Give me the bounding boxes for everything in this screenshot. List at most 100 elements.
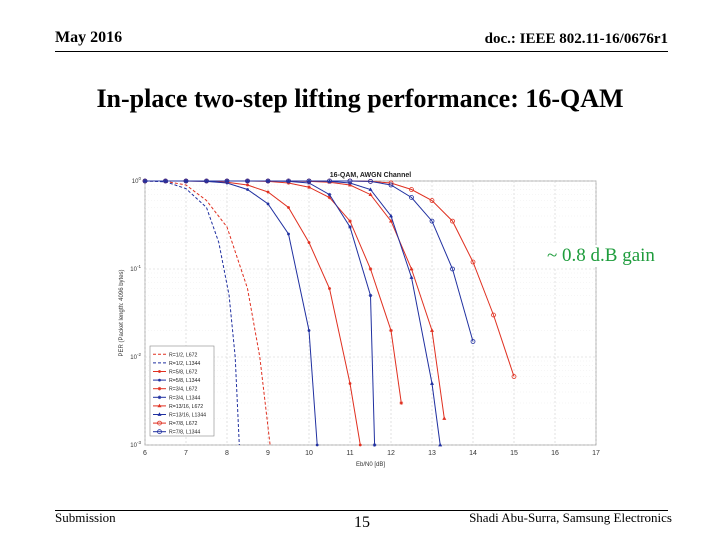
series-9-point: [429, 198, 435, 203]
x-tick-label: 7: [184, 450, 188, 457]
per-chart: 6 7 8 9 10 11 12 13 14 15 16 17 100 10-1 10-2 10-3 16-QA…: [119, 172, 600, 468]
slide-title: In-place two-step lifting performance: 1…: [96, 84, 624, 113]
header-rule: [55, 51, 668, 52]
x-tick-label: 6: [143, 450, 147, 457]
series-5-point: [327, 195, 332, 200]
series-5-point: [399, 401, 404, 405]
gain-annotation: ~ 0.8 d.B gain: [546, 245, 656, 267]
series-10-point: [368, 178, 373, 184]
legend-marker: [157, 420, 162, 426]
series-8-point: [430, 381, 434, 385]
series-8-point: [389, 213, 393, 218]
series-10-point: [163, 178, 168, 184]
series-5-point: [307, 185, 311, 190]
series-4-point: [266, 202, 270, 206]
header-date: May 2016: [55, 29, 123, 46]
series-10-point: [388, 182, 394, 188]
series-6-point: [327, 192, 332, 197]
footer-submission: Submission: [55, 510, 116, 525]
series-8-point: [368, 187, 373, 191]
series-line-2: [144, 180, 240, 446]
legend-marker: [158, 370, 161, 373]
x-tick-label: 10: [305, 450, 313, 457]
y-tick-label: 10-3: [130, 440, 141, 449]
series-4-point: [287, 232, 290, 236]
series-9-point: [450, 218, 455, 224]
legend-box: [149, 345, 215, 437]
series-10-point: [450, 266, 455, 272]
legend-entry-label: R=3/4, L1344: [169, 395, 200, 401]
series-4-point: [307, 329, 311, 332]
legend-marker: [157, 386, 162, 391]
series-3-point: [266, 190, 270, 194]
series-3-point: [287, 206, 290, 209]
series-10-point: [224, 178, 230, 184]
series-10-point: [409, 195, 414, 200]
header-doc-id: doc.: IEEE 802.11-16/0676r1: [484, 31, 668, 47]
legend-entry-label: R=7/8, L1344: [169, 430, 200, 436]
x-tick-label: 9: [266, 450, 270, 457]
series-6-point: [348, 225, 352, 229]
x-tick-label: 8: [225, 450, 229, 457]
series-6-point: [372, 443, 377, 447]
y-tick-label: 10-2: [130, 352, 141, 361]
legend-entry-label: R=1/2, L672: [169, 352, 198, 358]
y-axis-label: PER (Packet length: 4096 bytes): [119, 269, 125, 356]
series-7-point: [389, 218, 393, 223]
chart-title: 16-QAM, AWGN Channel: [330, 172, 411, 179]
legend-entry-label: R=5/8, L1344: [169, 378, 200, 384]
y-tick-label: 10-1: [130, 264, 141, 273]
series-10-point: [327, 178, 332, 184]
legend-entry-label: R=5/8, L672: [169, 370, 198, 376]
series-8-point: [409, 275, 414, 279]
legend-entry-label: R=3/4, L672: [169, 387, 198, 393]
x-axis-label: Eb/N0 [dB]: [356, 462, 385, 468]
legend-marker: [157, 429, 162, 435]
series-5-point: [348, 219, 352, 223]
x-tick-label: 17: [592, 450, 600, 457]
series-4-point: [246, 188, 249, 191]
series-10-point: [286, 178, 291, 184]
series-10-point: [183, 178, 189, 184]
legend-marker: [157, 412, 162, 416]
series-7-point: [442, 416, 447, 420]
series-9-point: [470, 259, 476, 265]
y-tick-label: 100: [132, 176, 142, 185]
series-10-point: [204, 178, 209, 184]
series-7-point: [430, 328, 434, 332]
series-9-point: [409, 187, 414, 192]
x-tick-label: 14: [469, 450, 477, 457]
x-tick-label: 12: [387, 450, 395, 457]
series-8-point: [438, 442, 443, 447]
series-10-point: [265, 178, 271, 184]
x-tick-label: 11: [346, 450, 353, 457]
x-tick-label: 15: [510, 450, 518, 457]
series-10-point: [429, 218, 435, 224]
series-5-point: [389, 328, 393, 333]
series-5-point: [368, 267, 373, 271]
series-10-point: [142, 178, 148, 184]
series-6-point: [368, 293, 373, 298]
series-10-point: [306, 178, 312, 184]
series-line-10: [145, 180, 474, 342]
x-tick-label: 16: [551, 450, 559, 457]
series-7-point: [348, 182, 352, 187]
series-9-point: [511, 374, 517, 379]
series-3-point: [328, 287, 331, 290]
series-9-point: [491, 312, 496, 318]
page-number: 15: [354, 514, 370, 531]
legend-marker: [158, 378, 161, 382]
series-3-point: [358, 443, 362, 447]
legend-marker: [157, 395, 162, 400]
series-10-point: [347, 178, 353, 184]
footer-author: Shadi Abu-Surra, Samsung Electronics: [469, 510, 672, 525]
legend-entry-label: R=13/16, L672: [169, 404, 203, 410]
series-4-point: [315, 443, 319, 447]
series-7-point: [409, 266, 414, 271]
series-8-point: [348, 180, 352, 185]
legend-entry-label: R=7/8, L672: [169, 421, 198, 427]
legend-entry-label: R=13/16, L1344: [169, 413, 206, 419]
series-7-point: [368, 192, 373, 197]
legend-entry-label: R=1/2, L1344: [169, 361, 200, 367]
series-3-point: [307, 241, 311, 244]
